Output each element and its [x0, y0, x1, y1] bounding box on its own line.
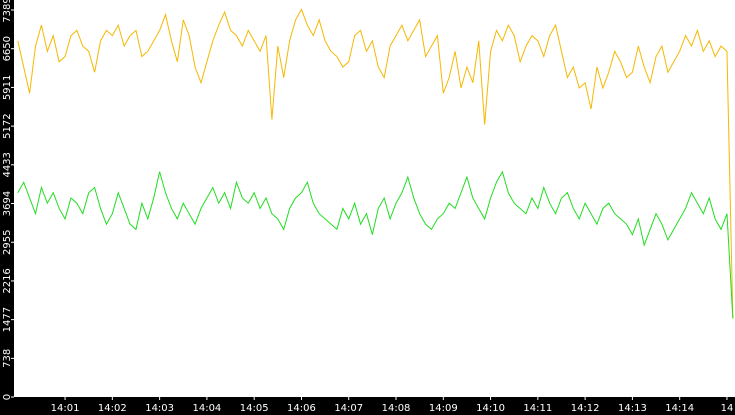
x-tick-label: 14:14	[665, 403, 694, 414]
x-tick-label: 14:06	[287, 403, 316, 414]
y-tick-label: 4433	[2, 152, 13, 177]
y-tick-label: 2955	[2, 230, 13, 255]
x-tick-label: 14:02	[98, 403, 127, 414]
x-tick-label: 14:08	[382, 403, 411, 414]
x-tick-label: 14	[721, 403, 734, 414]
x-tick-label: 14:05	[240, 403, 269, 414]
x-tick-label: 14:12	[571, 403, 600, 414]
y-tick-label: 5911	[2, 75, 13, 100]
series-line	[17, 170, 734, 319]
x-tick-label: 14:07	[334, 403, 363, 414]
x-tick-label: 14:13	[618, 403, 647, 414]
y-tick-label: 5172	[2, 113, 13, 138]
y-tick-label: 738	[2, 349, 13, 368]
x-tick-label: 14:11	[523, 403, 552, 414]
y-tick-label: 1477	[2, 307, 13, 332]
x-tick-label: 14:04	[192, 403, 221, 414]
y-tick-label: 3694	[2, 191, 13, 216]
plot-area	[14, 0, 735, 397]
x-tick-label: 14:01	[51, 403, 80, 414]
series-line	[17, 8, 734, 319]
x-tick-label: 14:03	[145, 403, 174, 414]
y-tick-label: 6650	[2, 36, 13, 61]
y-tick-label: 0	[2, 394, 13, 400]
x-tick-label: 14:10	[476, 403, 505, 414]
x-tick-label: 14:09	[429, 403, 458, 414]
y-tick-label: 7389	[2, 0, 13, 23]
y-tick-label: 2216	[2, 268, 13, 293]
